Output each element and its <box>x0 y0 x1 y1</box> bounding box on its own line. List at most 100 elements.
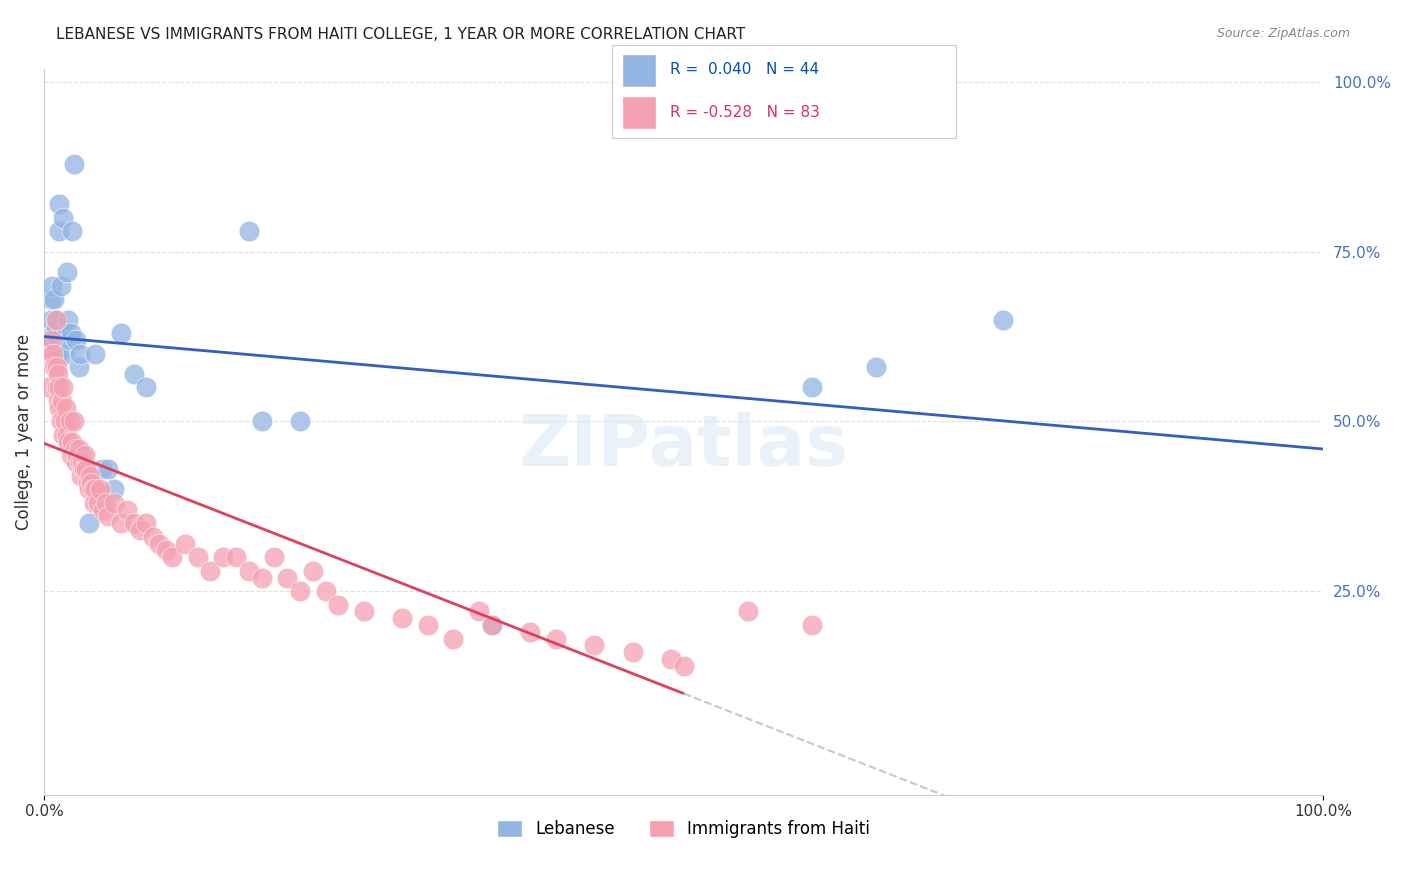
Point <box>42 346 65 360</box>
Point <box>58 434 80 449</box>
Point <box>44 360 66 375</box>
Point <box>519 624 541 639</box>
Point <box>94 496 117 510</box>
Point <box>315 584 337 599</box>
Point <box>91 502 114 516</box>
Point <box>53 346 76 360</box>
Point <box>49 414 72 428</box>
Point <box>73 449 96 463</box>
Point <box>63 442 86 456</box>
Point <box>67 360 90 375</box>
Point <box>90 462 112 476</box>
Point <box>391 611 413 625</box>
Point <box>443 632 465 646</box>
Point <box>672 658 695 673</box>
Point <box>87 496 110 510</box>
Point <box>353 604 375 618</box>
Point <box>55 326 77 341</box>
Point <box>44 326 66 341</box>
Point <box>187 550 209 565</box>
Point <box>103 496 125 510</box>
Point <box>142 530 165 544</box>
Point <box>82 483 104 497</box>
Point <box>45 380 67 394</box>
Point <box>45 312 67 326</box>
Point <box>45 360 67 375</box>
Point <box>288 414 311 428</box>
Point <box>155 543 177 558</box>
Point <box>173 536 195 550</box>
Point <box>800 618 823 632</box>
Bar <box>621 54 657 87</box>
Point <box>48 380 70 394</box>
Point <box>89 483 111 497</box>
Legend: Lebanese, Immigrants from Haiti: Lebanese, Immigrants from Haiti <box>491 813 876 845</box>
Point <box>993 312 1015 326</box>
Point <box>481 618 503 632</box>
Point <box>103 483 125 497</box>
Point <box>45 346 67 360</box>
Text: R = -0.528   N = 83: R = -0.528 N = 83 <box>671 104 820 120</box>
Point <box>37 380 59 394</box>
Point <box>276 570 298 584</box>
Point <box>122 367 145 381</box>
Point <box>42 333 65 347</box>
Point <box>59 326 82 341</box>
Point <box>110 516 132 531</box>
Point <box>41 278 63 293</box>
Point <box>468 604 491 618</box>
Point <box>416 618 439 632</box>
Point <box>65 333 87 347</box>
Point <box>238 224 260 238</box>
Point <box>51 394 73 409</box>
Point <box>72 455 94 469</box>
Point <box>46 394 69 409</box>
Point <box>117 502 139 516</box>
Point <box>250 570 273 584</box>
Text: Source: ZipAtlas.com: Source: ZipAtlas.com <box>1216 27 1350 40</box>
Point <box>583 639 606 653</box>
Point <box>328 598 350 612</box>
Point <box>77 516 100 531</box>
Point <box>135 516 157 531</box>
Bar <box>621 96 657 129</box>
Point <box>135 380 157 394</box>
Point <box>56 428 79 442</box>
Point <box>66 449 89 463</box>
Point <box>67 442 90 456</box>
Point <box>52 380 75 394</box>
Point <box>45 319 67 334</box>
Point <box>39 312 62 326</box>
Point <box>44 293 66 307</box>
FancyBboxPatch shape <box>612 45 956 138</box>
Point <box>97 462 120 476</box>
Point <box>263 550 285 565</box>
Point <box>800 380 823 394</box>
Point <box>122 516 145 531</box>
Point <box>79 468 101 483</box>
Point <box>59 414 82 428</box>
Point <box>737 604 759 618</box>
Point <box>80 475 103 490</box>
Point <box>60 434 83 449</box>
Point <box>659 652 682 666</box>
Point <box>46 367 69 381</box>
Point <box>52 428 75 442</box>
Point <box>59 449 82 463</box>
Point <box>60 224 83 238</box>
Point <box>865 360 887 375</box>
Point <box>83 496 105 510</box>
Point <box>46 346 69 360</box>
Point <box>59 333 82 347</box>
Point <box>77 483 100 497</box>
Point <box>48 401 70 415</box>
Point <box>39 346 62 360</box>
Point <box>48 197 70 211</box>
Point <box>49 278 72 293</box>
Point <box>129 523 152 537</box>
Point <box>238 564 260 578</box>
Point <box>544 632 567 646</box>
Point <box>72 449 94 463</box>
Point <box>69 346 91 360</box>
Point <box>200 564 222 578</box>
